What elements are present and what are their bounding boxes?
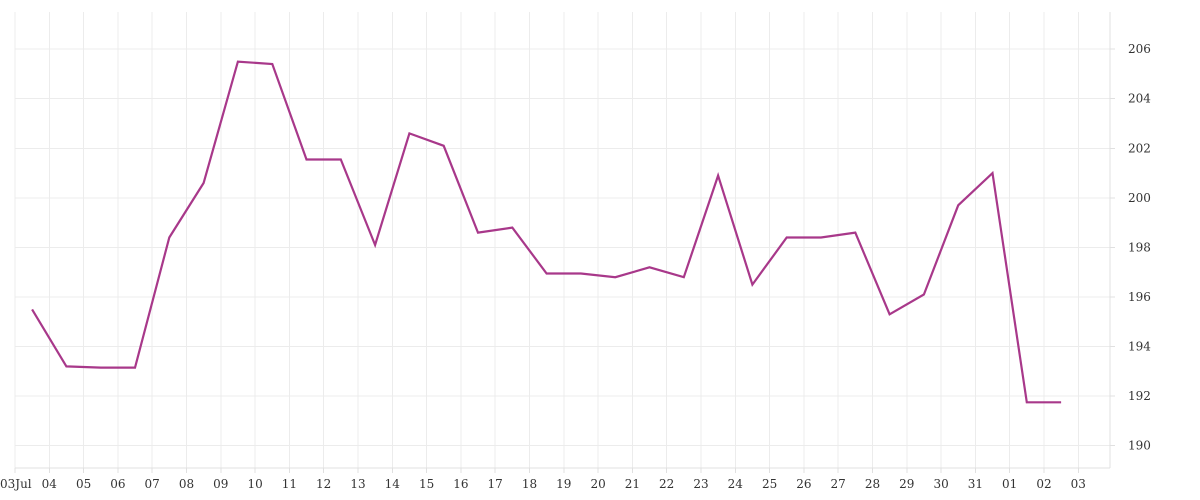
x-tick-label: 01	[1002, 477, 1017, 491]
x-tick-label: 15	[419, 477, 434, 491]
x-tick-label: 13	[350, 477, 365, 491]
y-tick-label: 194	[1128, 340, 1151, 354]
x-tick-label: 24	[728, 477, 744, 491]
x-tick-label: 03Jul	[0, 477, 32, 491]
x-tick-label: 02	[1036, 477, 1051, 491]
x-tick-label: 31	[968, 477, 983, 491]
y-tick-label: 192	[1128, 389, 1151, 403]
y-tick-label: 200	[1128, 191, 1151, 205]
x-tick-label: 19	[556, 477, 571, 491]
y-tick-label: 206	[1128, 42, 1151, 56]
x-tick-label: 25	[762, 477, 777, 491]
x-tick-label: 23	[693, 477, 708, 491]
y-tick-label: 204	[1128, 92, 1151, 106]
y-axis-tick-labels: 190 192 194 196 198 200 202 204 206	[1128, 42, 1151, 453]
x-tick-label: 26	[796, 477, 811, 491]
x-tick-label: 09	[213, 477, 228, 491]
x-tick-label: 29	[899, 477, 914, 491]
x-tick-label: 28	[865, 477, 880, 491]
x-tick-label: 16	[453, 477, 468, 491]
x-tick-label: 07	[145, 477, 160, 491]
x-tick-label: 05	[76, 477, 91, 491]
x-tick-label: 14	[385, 477, 401, 491]
x-tick-label: 20	[590, 477, 605, 491]
y-tick-label: 196	[1128, 290, 1151, 304]
x-tick-label: 27	[831, 477, 846, 491]
horizontal-gridlines	[15, 48, 1110, 447]
x-tick-label: 11	[282, 477, 297, 491]
x-tick-label: 08	[179, 477, 194, 491]
x-tick-label: 30	[933, 477, 948, 491]
x-axis-tick-labels: 03Jul 04 05 06 07 08 09 10 11 12 13 14 15 16 17 18 19 20 2…	[0, 477, 1086, 491]
x-tick-label: 12	[316, 477, 331, 491]
y-tick-label: 190	[1128, 439, 1151, 453]
x-tick-label: 21	[625, 477, 640, 491]
y-tick-label: 198	[1128, 240, 1151, 254]
axes	[14, 12, 1115, 473]
x-tick-label: 18	[522, 477, 537, 491]
x-tick-label: 04	[42, 477, 58, 491]
x-tick-label: 17	[488, 477, 503, 491]
series-group	[31, 60, 1062, 404]
vertical-gridlines	[14, 12, 1079, 468]
x-tick-label: 03	[1071, 477, 1086, 491]
x-tick-label: 22	[659, 477, 674, 491]
x-tick-label: 06	[110, 477, 125, 491]
y-tick-label: 202	[1128, 141, 1151, 155]
x-tick-label: 10	[247, 477, 262, 491]
